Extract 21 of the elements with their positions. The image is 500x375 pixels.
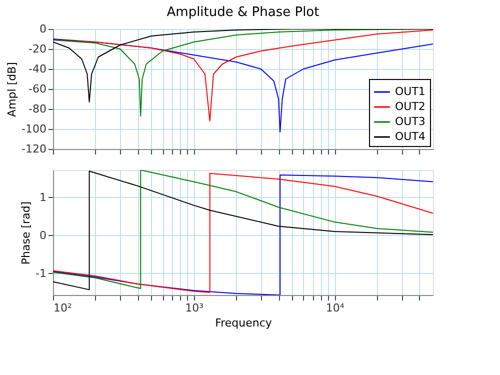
y-axis-title: Ampl [dB]: [6, 62, 19, 117]
chart-title: Amplitude & Phase Plot: [166, 5, 320, 20]
x-axis-title: Frequency: [215, 316, 272, 330]
y-axis-title: Phase [rad]: [20, 201, 33, 265]
y-tick-label: -80: [28, 102, 46, 116]
y-tick-label: -1: [36, 266, 46, 280]
y-tick-label: 0: [40, 22, 46, 36]
y-tick-label: 0: [40, 228, 46, 242]
legend-label: OUT3: [395, 115, 426, 128]
y-tick-label: -40: [28, 62, 46, 76]
y-tick-label: 1: [40, 190, 46, 204]
x-tick-label: 10³: [185, 302, 204, 314]
x-tick-label: 10²: [54, 302, 72, 314]
legend-label: OUT2: [395, 100, 426, 113]
y-tick-label: -20: [28, 42, 46, 56]
y-tick-label: -100: [22, 122, 46, 136]
y-tick-label: -120: [22, 142, 46, 156]
x-tick-label: 10⁴: [326, 302, 345, 314]
legend-label: OUT4: [395, 130, 426, 143]
y-tick-label: -60: [28, 82, 46, 96]
legend-label: OUT1: [395, 85, 426, 98]
